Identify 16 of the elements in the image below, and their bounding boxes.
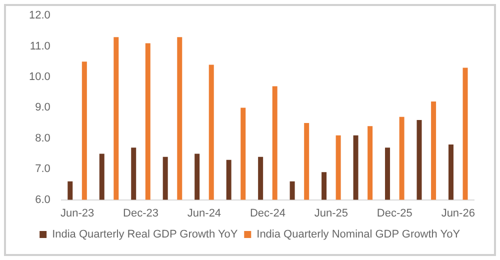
x-tick-label: Jun-25 [314, 207, 348, 220]
y-tick-label: 11.0 [30, 40, 50, 52]
y-tick-label: 9.0 [35, 102, 50, 114]
y-tick-label: 7.0 [35, 163, 50, 176]
x-tick-label: Dec-23 [123, 207, 158, 220]
y-tick-label: 8.0 [35, 132, 50, 144]
legend-label: India Quarterly Real GDP Growth YoY [52, 228, 238, 241]
x-tick-label: Jun-26 [441, 207, 475, 220]
y-tick-label: 12.0 [28, 10, 50, 22]
x-tick-label: Jun-24 [187, 207, 222, 220]
y-tick-label: 6.0 [35, 194, 50, 206]
x-tick-label: Dec-25 [376, 207, 412, 220]
legend-label: India Quarterly Nominal GDP Growth YoY [256, 228, 461, 241]
x-tick-label: Dec-24 [250, 207, 286, 220]
y-tick-label: 10.0 [28, 71, 50, 84]
x-tick-label: Jun-23 [60, 207, 94, 220]
